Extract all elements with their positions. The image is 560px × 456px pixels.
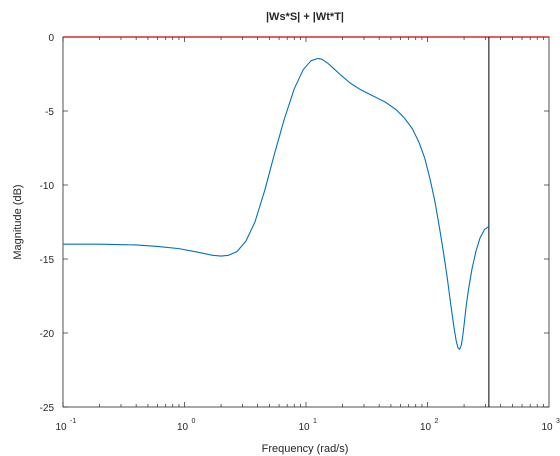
x-tick-label: 10 bbox=[298, 422, 310, 433]
y-tick-label: -10 bbox=[40, 181, 55, 192]
y-tick-label: -25 bbox=[40, 403, 55, 414]
magnitude-series-line bbox=[63, 57, 490, 350]
y-tick-label: -20 bbox=[40, 329, 55, 340]
x-tick-exponent: 1 bbox=[313, 418, 317, 425]
x-tick-label: 10 bbox=[541, 422, 553, 433]
x-tick-label: 10 bbox=[420, 422, 432, 433]
y-axis-label: Magnitude (dB) bbox=[12, 184, 24, 259]
x-tick-label: 10 bbox=[177, 422, 189, 433]
x-tick-exponent: 0 bbox=[192, 418, 196, 425]
x-axis-label: Frequency (rad/s) bbox=[262, 443, 349, 455]
x-tick-exponent: 3 bbox=[556, 418, 560, 425]
y-tick-label: -5 bbox=[45, 107, 54, 118]
chart-title: |Ws*S| + |Wt*T| bbox=[266, 11, 344, 23]
x-tick-label: 10 bbox=[55, 422, 67, 433]
x-tick-exponent: -1 bbox=[70, 418, 76, 425]
y-tick-label: 0 bbox=[48, 33, 54, 44]
x-tick-exponent: 2 bbox=[435, 418, 439, 425]
y-tick-label: -15 bbox=[40, 255, 55, 266]
